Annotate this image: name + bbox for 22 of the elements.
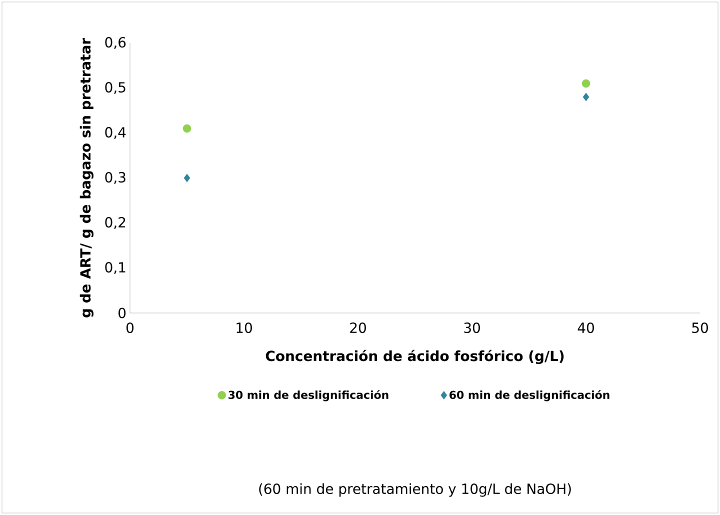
y-tick-label: 0,3 — [105, 172, 126, 184]
point — [184, 174, 190, 182]
x-tick-label: 10 — [236, 322, 252, 334]
x-tick-label: 50 — [692, 322, 708, 334]
y-tick-label: 0,5 — [105, 82, 126, 94]
x-tick-label: 30 — [464, 322, 480, 334]
point — [582, 79, 590, 88]
legend-label: 30 min de deslignificación — [228, 390, 388, 402]
y-axis-title: g de ART/ g de bagazo sin pretratar — [80, 38, 94, 318]
x-tick-label: 40 — [578, 322, 594, 334]
point — [582, 92, 590, 102]
text: (60 min de pretratamiento y 10g/L de NaOH) — [259, 483, 571, 497]
x-axis-title: Concentración de ácido fosfórico (g/L) — [266, 350, 564, 364]
x-tick-label: 20 — [350, 322, 366, 334]
y-tick-label: 0,6 — [105, 37, 126, 49]
x-tick-label: 0 — [126, 322, 134, 334]
y-tick-label: 0 — [118, 308, 126, 318]
y-tick-label: 0,4 — [105, 127, 126, 139]
y-tick-label: 0,1 — [105, 262, 126, 274]
point — [182, 124, 192, 133]
y-tick-label: 0,2 — [105, 217, 126, 229]
legend-label: 60 min de deslignificación — [450, 390, 610, 402]
